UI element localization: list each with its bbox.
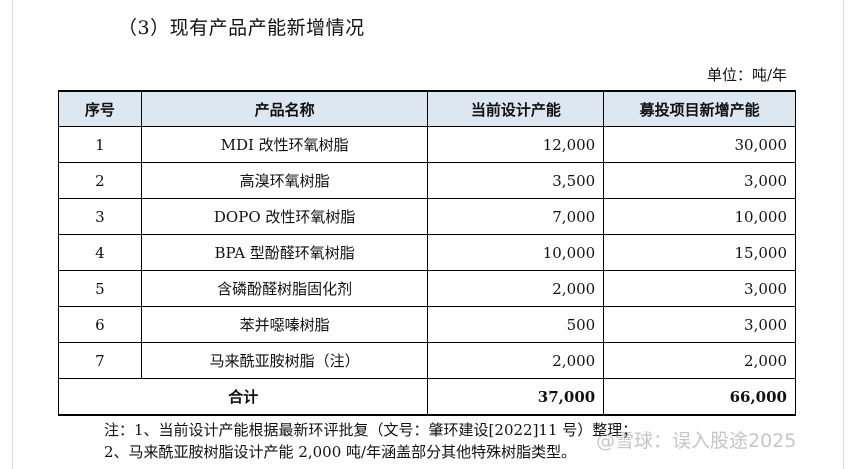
row-current-capacity: 7,000 (427, 198, 605, 235)
row-product-name: DOPO 改性环氧树脂 (140, 198, 429, 235)
header-current-capacity: 当前设计产能 (427, 90, 605, 127)
row-no: 5 (58, 270, 142, 307)
section-title: （3）现有产品产能新增情况 (118, 17, 365, 39)
total-current-capacity: 37,000 (427, 378, 605, 416)
row-product-name: BPA 型酚醛环氧树脂 (140, 234, 429, 271)
total-added-capacity: 66,000 (603, 378, 796, 416)
page-right-edge (843, 0, 844, 469)
row-no: 4 (58, 234, 142, 271)
note-line-1: 注：1、当前设计产能根据最新环评批复（文号：肇环建设[2022]11 号）整理； (104, 421, 638, 439)
row-product-name: 高溴环氧树脂 (140, 162, 429, 199)
row-product-name: 含磷酚醛树脂固化剂 (140, 270, 429, 307)
row-added-capacity: 3,000 (603, 270, 796, 307)
row-current-capacity: 12,000 (427, 126, 605, 163)
row-no: 7 (58, 342, 142, 379)
row-added-capacity: 3,000 (603, 162, 796, 199)
table-row: 7 马来酰亚胺树脂（注） 2,000 2,000 (58, 342, 796, 379)
total-label: 合计 (57, 378, 429, 416)
row-added-capacity: 15,000 (603, 234, 796, 271)
row-current-capacity: 2,000 (427, 342, 605, 379)
row-current-capacity: 3,500 (427, 162, 605, 199)
table-row: 2 高溴环氧树脂 3,500 3,000 (58, 162, 796, 199)
header-no: 序号 (58, 90, 142, 127)
row-added-capacity: 2,000 (603, 342, 796, 379)
table-row: 1 MDI 改性环氧树脂 12,000 30,000 (58, 126, 796, 163)
row-product-name: 马来酰亚胺树脂（注） (140, 342, 429, 379)
table-row: 3 DOPO 改性环氧树脂 7,000 10,000 (58, 198, 796, 235)
row-product-name: 苯并噁嗪树脂 (140, 306, 429, 343)
table-row: 5 含磷酚醛树脂固化剂 2,000 3,000 (58, 270, 796, 307)
watermark: @雪球：误入股途2025 (596, 430, 797, 452)
note-line-2: 2、马来酰亚胺树脂设计产能 2,000 吨/年涵盖部分其他特殊树脂类型。 (104, 443, 577, 461)
row-no: 3 (58, 198, 142, 235)
table-row: 6 苯并噁嗪树脂 500 3,000 (58, 306, 796, 343)
unit-label: 单位：吨/年 (706, 66, 787, 84)
table-total-row: 合计 37,000 66,000 (57, 378, 796, 416)
row-added-capacity: 10,000 (603, 198, 796, 235)
row-no: 2 (58, 162, 142, 199)
page-left-edge (12, 0, 13, 469)
row-current-capacity: 10,000 (427, 234, 605, 271)
table-header-row: 序号 产品名称 当前设计产能 募投项目新增产能 (58, 90, 796, 127)
row-added-capacity: 30,000 (603, 126, 796, 163)
row-no: 1 (58, 126, 142, 163)
row-added-capacity: 3,000 (603, 306, 796, 343)
row-no: 6 (58, 306, 142, 343)
table-notes: 注：1、当前设计产能根据最新环评批复（文号：肇环建设[2022]11 号）整理；… (104, 419, 637, 463)
row-current-capacity: 2,000 (427, 270, 605, 307)
header-added-capacity: 募投项目新增产能 (603, 90, 796, 127)
capacity-table: 序号 产品名称 当前设计产能 募投项目新增产能 1 MDI 改性环氧树脂 12,… (57, 90, 796, 416)
header-product-name: 产品名称 (140, 90, 429, 127)
row-product-name: MDI 改性环氧树脂 (140, 126, 429, 163)
row-current-capacity: 500 (427, 306, 605, 343)
table-row: 4 BPA 型酚醛环氧树脂 10,000 15,000 (58, 234, 796, 271)
